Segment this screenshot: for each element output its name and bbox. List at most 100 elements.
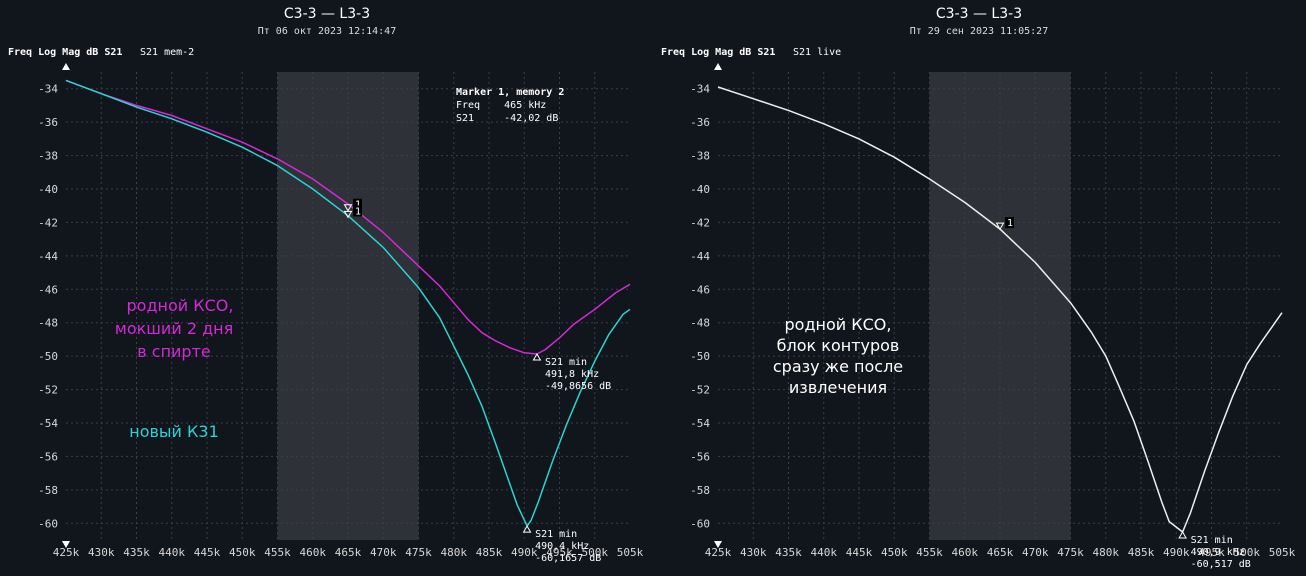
min-marker-text: S21 min xyxy=(535,529,577,540)
readout-line: Marker 1, memory 2 xyxy=(456,87,564,98)
y-tick-label: -38 xyxy=(38,150,58,163)
min-marker-text: 490,4 kHz xyxy=(535,541,589,552)
marker-triangle xyxy=(343,210,353,219)
annotation-line: мокший 2 дня xyxy=(115,319,233,338)
x-tick-label: 460k xyxy=(300,546,327,559)
min-marker-text: S21 min xyxy=(545,357,587,368)
y-tick-label: -50 xyxy=(690,350,710,363)
x-tick-label: 430k xyxy=(740,546,767,559)
axis-top-arrow-icon xyxy=(714,63,722,70)
x-tick-label: 485k xyxy=(1128,546,1155,559)
x-tick-label: 450k xyxy=(881,546,908,559)
annotation-line: родной КСО, xyxy=(127,296,234,315)
x-tick-label: 465k xyxy=(335,546,362,559)
x-tick-label: 425k xyxy=(705,546,732,559)
x-tick-label: 500k xyxy=(582,546,609,559)
y-tick-label: -60 xyxy=(38,517,58,530)
annotation-line: новый К31 xyxy=(129,422,219,441)
marker-label: 1 xyxy=(355,200,361,211)
annotation-line: родной КСО, xyxy=(785,315,892,334)
y-tick-label: -54 xyxy=(38,417,58,430)
x-tick-label: 495k xyxy=(1198,546,1225,559)
left-panel: C3-3 — L3-3 Пт 06 окт 2023 12:14:47 Freq… xyxy=(8,6,644,564)
x-tick-label: 445k xyxy=(194,546,221,559)
x-tick-label: 455k xyxy=(264,546,291,559)
x-tick-label: 435k xyxy=(775,546,802,559)
x-tick-label: 505k xyxy=(1269,546,1296,559)
marker-label: 1 xyxy=(355,206,361,217)
x-tick-label: 440k xyxy=(811,546,838,559)
series-line-magenta xyxy=(65,79,631,355)
readout-line: Freq 465 kHz xyxy=(456,100,546,111)
x-tick-label: 455k xyxy=(916,546,943,559)
series-line-cyan xyxy=(65,79,631,527)
x-tick-label: 480k xyxy=(441,546,468,559)
x-tick-label: 435k xyxy=(123,546,150,559)
left-plot-area: 425k 430k 435k 440k 445k 450k 455k 460k 465k 470k… xyxy=(38,63,644,564)
x-tick-label: 495k xyxy=(546,546,573,559)
x-tick-label: 465k xyxy=(987,546,1014,559)
min-marker-triangle xyxy=(532,352,542,361)
min-marker-text: -60,517 dB xyxy=(1191,559,1251,570)
left-annotation-cyan: новый К31 xyxy=(129,422,219,441)
left-annotation-magenta: родной КСО, мокший 2 дня в спирте xyxy=(115,296,234,361)
x-tick-label: 480k xyxy=(1093,546,1120,559)
y-tick-label: -34 xyxy=(38,83,58,96)
y-tick-label: -48 xyxy=(38,317,58,330)
readout-line: S21 -42,02 dB xyxy=(456,113,558,124)
min-marker-text: 491,8 kHz xyxy=(545,369,599,380)
x-tick-label: 490k xyxy=(1163,546,1190,559)
y-tick-label: -48 xyxy=(690,317,710,330)
right-format-label: Freq Log Mag dB S21 xyxy=(661,47,775,58)
y-tick-label: -46 xyxy=(690,283,710,296)
x-tick-label: 475k xyxy=(405,546,432,559)
y-tick-label: -44 xyxy=(38,250,58,263)
y-tick-label: -56 xyxy=(38,450,58,463)
annotation-line: сразу же после xyxy=(773,357,903,376)
axis-bottom-arrow-icon xyxy=(714,541,722,548)
y-tick-label: -52 xyxy=(38,384,58,397)
y-tick-label: -60 xyxy=(690,517,710,530)
y-tick-label: -56 xyxy=(690,450,710,463)
axis-top-arrow-icon xyxy=(62,63,70,70)
min-marker-text: S21 min xyxy=(1191,535,1233,546)
y-tick-label: -58 xyxy=(690,484,710,497)
y-tick-label: -46 xyxy=(38,283,58,296)
marker-triangle xyxy=(343,204,353,212)
x-tick-label: 460k xyxy=(952,546,979,559)
x-tick-label: 490k xyxy=(511,546,538,559)
y-tick-label: -58 xyxy=(38,484,58,497)
min-marker-triangle xyxy=(522,525,532,533)
right-chart-timestamp: Пт 29 сен 2023 11:05:27 xyxy=(910,26,1048,37)
min-marker-triangle xyxy=(1178,530,1187,539)
x-tick-label: 440k xyxy=(159,546,186,559)
left-trace-label: S21 mem-2 xyxy=(140,47,194,58)
x-tick-label: 425k xyxy=(53,546,80,559)
right-chart-title: C3-3 — L3-3 xyxy=(936,6,1022,22)
marker-label-bg xyxy=(353,198,362,210)
right-annotation: родной КСО, блок контуров сразу же после… xyxy=(773,315,903,397)
y-tick-label: -34 xyxy=(690,83,710,96)
y-tick-label: -42 xyxy=(38,216,58,229)
x-tick-label: 470k xyxy=(1022,546,1049,559)
marker-label-bg xyxy=(1005,217,1014,229)
y-tick-label: -36 xyxy=(690,116,710,129)
y-tick-label: -40 xyxy=(690,183,710,196)
annotation-line: в спирте xyxy=(137,342,211,361)
axis-bottom-arrow-icon xyxy=(62,541,70,548)
x-tick-label: 500k xyxy=(1234,546,1261,559)
y-tick-label: -36 xyxy=(38,116,58,129)
left-chart-title: C3-3 — L3-3 xyxy=(284,6,370,22)
right-plot-area: 425k 430k 435k 440k 445k 450k 455k 460k 465k 470k… xyxy=(690,63,1296,570)
x-tick-label: 430k xyxy=(88,546,115,559)
series-line-live xyxy=(717,86,1283,533)
x-tick-label: 485k xyxy=(476,546,503,559)
x-tick-label: 505k xyxy=(617,546,644,559)
y-tick-label: -38 xyxy=(690,150,710,163)
left-format-label: Freq Log Mag dB S21 xyxy=(8,47,122,58)
annotation-line: извлечения xyxy=(789,378,887,397)
x-tick-label: 470k xyxy=(370,546,397,559)
annotation-line: блок контуров xyxy=(777,336,900,355)
min-marker-text: -49,8656 dB xyxy=(545,381,611,392)
